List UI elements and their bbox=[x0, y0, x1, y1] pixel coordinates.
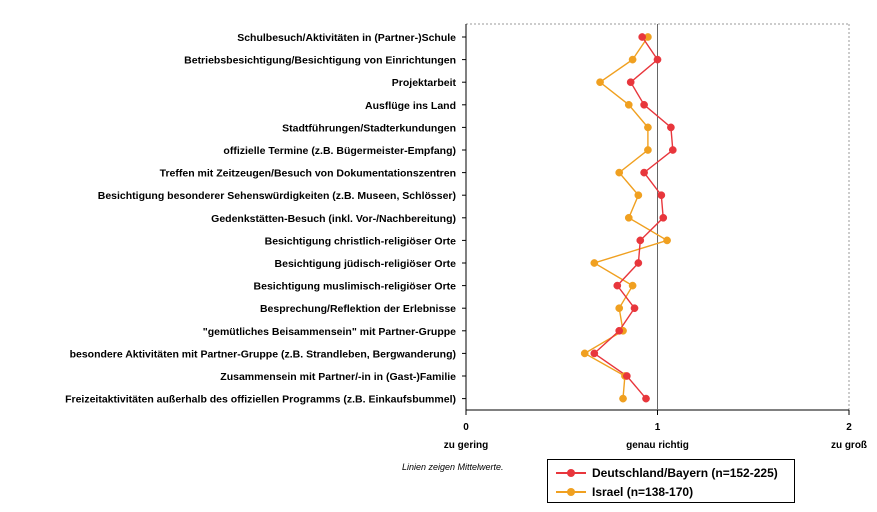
data-point-de bbox=[630, 304, 639, 313]
data-point-de bbox=[623, 372, 631, 380]
legend-item-il: Israel (n=138-170) bbox=[548, 482, 794, 502]
data-point-il bbox=[644, 146, 652, 154]
category-label: Zusammensein mit Partner/-in in (Gast-)F… bbox=[220, 371, 456, 383]
data-point-de bbox=[615, 326, 624, 335]
data-point-il bbox=[624, 100, 633, 109]
legend-label-il: Israel (n=138-170) bbox=[592, 485, 694, 499]
data-point-de bbox=[626, 78, 635, 87]
data-point-il bbox=[590, 259, 599, 267]
data-point-de bbox=[613, 281, 622, 290]
data-point-il bbox=[596, 78, 604, 87]
category-label: Freizeitaktivitäten außerhalb des offizi… bbox=[65, 394, 456, 406]
data-point-de bbox=[638, 33, 647, 41]
category-label: Besprechung/Reflektion der Erlebnisse bbox=[260, 303, 456, 315]
data-point-il bbox=[628, 281, 637, 290]
x-axis-word-low: zu gering bbox=[444, 440, 488, 451]
data-point-de bbox=[668, 146, 677, 154]
category-label: Besichtigung jüdisch-religiöser Orte bbox=[275, 258, 457, 270]
legend-swatch-de bbox=[556, 467, 586, 479]
data-point-de bbox=[642, 394, 650, 403]
x-axis-word-mid: genau richtig bbox=[626, 440, 689, 451]
category-label: "gemütliches Beisammensein" mit Partner-… bbox=[203, 326, 456, 338]
legend-swatch-il bbox=[556, 486, 586, 498]
category-label: Schulbesuch/Aktivitäten in (Partner-)Sch… bbox=[237, 32, 456, 44]
x-tick-label: 0 bbox=[463, 422, 469, 433]
category-label: Projektarbeit bbox=[392, 77, 457, 89]
data-point-de bbox=[667, 123, 675, 132]
data-point-de bbox=[636, 236, 645, 245]
category-label: Treffen mit Zeitzeugen/Besuch von Dokume… bbox=[160, 168, 456, 180]
data-point-de bbox=[634, 259, 643, 267]
x-axis-word-high: zu groß bbox=[831, 440, 867, 451]
category-label: besondere Aktivitäten mit Partner-Gruppe… bbox=[70, 348, 456, 360]
data-point-il bbox=[644, 123, 652, 132]
category-label: Stadtführungen/Stadterkundungen bbox=[282, 122, 456, 134]
category-label: Besichtigung christlich-religiöser Orte bbox=[265, 235, 457, 247]
category-label: Besichtigung muslimisch-religiöser Orte bbox=[254, 281, 457, 293]
data-point-de bbox=[640, 100, 648, 109]
data-point-il bbox=[663, 236, 671, 245]
x-tick-label: 1 bbox=[655, 422, 661, 433]
legend: Deutschland/Bayern (n=152-225) Israel (n… bbox=[547, 459, 795, 503]
category-label: offizielle Termine (z.B. Bügermeister-Em… bbox=[223, 145, 456, 157]
data-point-de bbox=[653, 55, 662, 64]
data-point-de bbox=[590, 349, 599, 358]
legend-label-de: Deutschland/Bayern (n=152-225) bbox=[592, 466, 778, 480]
category-label: Gedenkstätten-Besuch (inkl. Vor-/Nachber… bbox=[211, 213, 456, 225]
category-label: Betriebsbesichtigung/Besichtigung von Ei… bbox=[184, 55, 456, 67]
data-point-il bbox=[580, 349, 589, 358]
data-point-de bbox=[640, 168, 648, 177]
data-point-il bbox=[624, 213, 633, 222]
legend-dot-il bbox=[567, 488, 575, 496]
data-point-il bbox=[628, 55, 637, 64]
category-label: Besichtigung besonderer Sehenswürdigkeit… bbox=[98, 190, 456, 202]
legend-item-de: Deutschland/Bayern (n=152-225) bbox=[548, 463, 794, 483]
data-point-il bbox=[615, 304, 624, 313]
data-point-il bbox=[619, 394, 627, 403]
legend-dot-de bbox=[567, 469, 575, 477]
category-label: Ausflüge ins Land bbox=[365, 100, 456, 112]
x-tick-label: 2 bbox=[846, 422, 852, 433]
data-point-il bbox=[634, 191, 643, 200]
data-point-de bbox=[657, 191, 666, 200]
data-point-il bbox=[615, 168, 624, 177]
data-point-de bbox=[659, 213, 668, 222]
chart-note: Linien zeigen Mittelwerte. bbox=[402, 462, 504, 472]
